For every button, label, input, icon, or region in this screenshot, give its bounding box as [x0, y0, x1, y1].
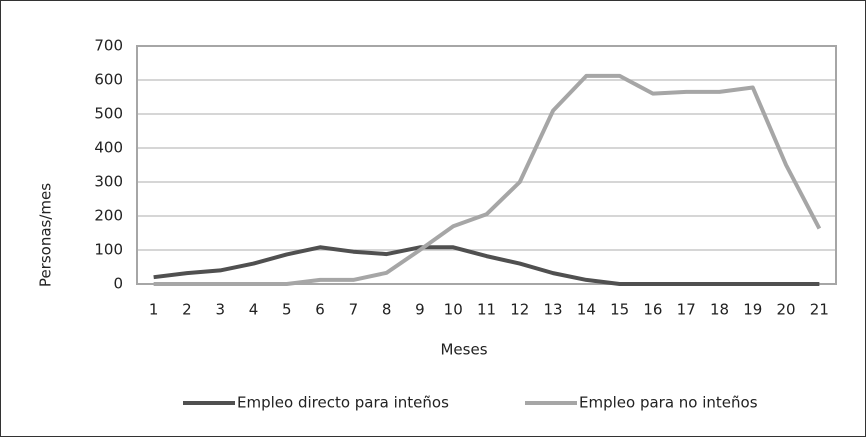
- x-tick-label: 4: [249, 301, 259, 319]
- y-tick-label: 0: [113, 275, 123, 293]
- x-tick-label: 2: [182, 301, 192, 319]
- x-tick-label: 8: [382, 301, 392, 319]
- legend-label: Empleo directo para inteños: [237, 394, 449, 412]
- x-tick-label: 3: [215, 301, 225, 319]
- x-tick-label: 19: [743, 301, 762, 319]
- x-tick-label: 15: [610, 301, 629, 319]
- y-tick-label: 100: [94, 241, 123, 259]
- legend-label: Empleo para no inteños: [579, 394, 758, 412]
- y-tick-label: 600: [94, 71, 123, 89]
- y-tick-label: 700: [94, 37, 123, 55]
- x-tick-label: 10: [444, 301, 463, 319]
- plot-border: [136, 45, 837, 285]
- y-tick-label: 300: [94, 173, 123, 191]
- y-tick-label: 400: [94, 139, 123, 157]
- x-tick-label: 9: [415, 301, 425, 319]
- x-tick-label: 7: [349, 301, 359, 319]
- x-tick-label: 13: [544, 301, 563, 319]
- series-line: [153, 73, 822, 286]
- y-tick-label: 200: [94, 207, 123, 225]
- x-tick-label: 17: [677, 301, 696, 319]
- x-tick-label: 6: [315, 301, 325, 319]
- x-tick-label: 11: [477, 301, 496, 319]
- x-tick-label: 20: [777, 301, 796, 319]
- x-tick-label: 12: [510, 301, 529, 319]
- x-axis-label: Meses: [440, 341, 487, 359]
- y-tick-label: 500: [94, 105, 123, 123]
- series-line: [153, 245, 820, 286]
- x-tick-label: 21: [810, 301, 829, 319]
- y-axis-label: Personas/mes: [37, 183, 55, 287]
- x-tick-label: 1: [149, 301, 159, 319]
- x-tick-label: 16: [643, 301, 662, 319]
- x-tick-label: 18: [710, 301, 729, 319]
- x-tick-label: 14: [577, 301, 596, 319]
- x-tick-label: 5: [282, 301, 292, 319]
